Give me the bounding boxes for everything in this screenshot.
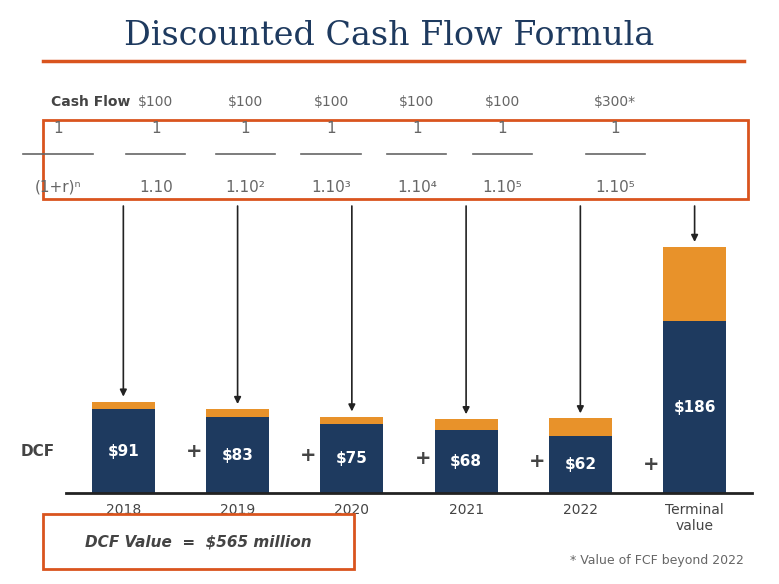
Bar bbox=[206, 409, 269, 416]
Text: $91: $91 bbox=[108, 444, 139, 459]
Text: * Value of FCF beyond 2022: * Value of FCF beyond 2022 bbox=[570, 554, 744, 567]
Text: $300*: $300* bbox=[594, 95, 636, 109]
Text: +: + bbox=[300, 446, 317, 464]
Bar bbox=[663, 247, 726, 321]
Bar bbox=[92, 409, 155, 493]
Text: 1: 1 bbox=[412, 121, 421, 136]
Text: $75: $75 bbox=[336, 451, 368, 466]
Text: 1: 1 bbox=[151, 121, 160, 136]
Text: +: + bbox=[529, 453, 545, 471]
Bar bbox=[320, 416, 383, 424]
Text: Cash Flow: Cash Flow bbox=[51, 95, 130, 109]
Bar bbox=[663, 321, 726, 493]
Text: Discounted Cash Flow Formula: Discounted Cash Flow Formula bbox=[125, 20, 654, 53]
Text: 1: 1 bbox=[54, 121, 63, 136]
Text: $68: $68 bbox=[450, 454, 482, 470]
Text: 1.10³: 1.10³ bbox=[311, 180, 351, 194]
Text: 1.10⁵: 1.10⁵ bbox=[482, 180, 523, 194]
Text: 1.10²: 1.10² bbox=[225, 180, 266, 194]
Text: $100: $100 bbox=[227, 95, 263, 109]
Text: 1.10⁵: 1.10⁵ bbox=[595, 180, 636, 194]
Text: 1.10⁴: 1.10⁴ bbox=[397, 180, 437, 194]
Bar bbox=[206, 416, 269, 493]
Text: 1: 1 bbox=[498, 121, 507, 136]
Text: $83: $83 bbox=[222, 447, 253, 463]
Text: DCF Value  =  $565 million: DCF Value = $565 million bbox=[86, 534, 312, 550]
Text: +: + bbox=[186, 442, 203, 461]
Bar bbox=[92, 402, 155, 409]
Text: 1: 1 bbox=[326, 121, 336, 136]
Bar bbox=[435, 419, 498, 430]
Text: 1.10: 1.10 bbox=[139, 180, 173, 194]
Text: $100: $100 bbox=[485, 95, 520, 109]
Text: $100: $100 bbox=[313, 95, 349, 109]
Text: +: + bbox=[414, 449, 431, 468]
Text: (1+r)ⁿ: (1+r)ⁿ bbox=[35, 180, 82, 194]
Text: $100: $100 bbox=[138, 95, 174, 109]
Text: +: + bbox=[643, 456, 660, 474]
Bar bbox=[549, 419, 612, 436]
Text: 1: 1 bbox=[611, 121, 620, 136]
Bar bbox=[435, 430, 498, 493]
Text: $186: $186 bbox=[673, 400, 716, 415]
Text: $62: $62 bbox=[564, 457, 597, 472]
Bar bbox=[549, 436, 612, 493]
Text: DCF: DCF bbox=[21, 444, 55, 459]
Text: 1: 1 bbox=[241, 121, 250, 136]
Bar bbox=[320, 424, 383, 493]
Text: $100: $100 bbox=[399, 95, 435, 109]
